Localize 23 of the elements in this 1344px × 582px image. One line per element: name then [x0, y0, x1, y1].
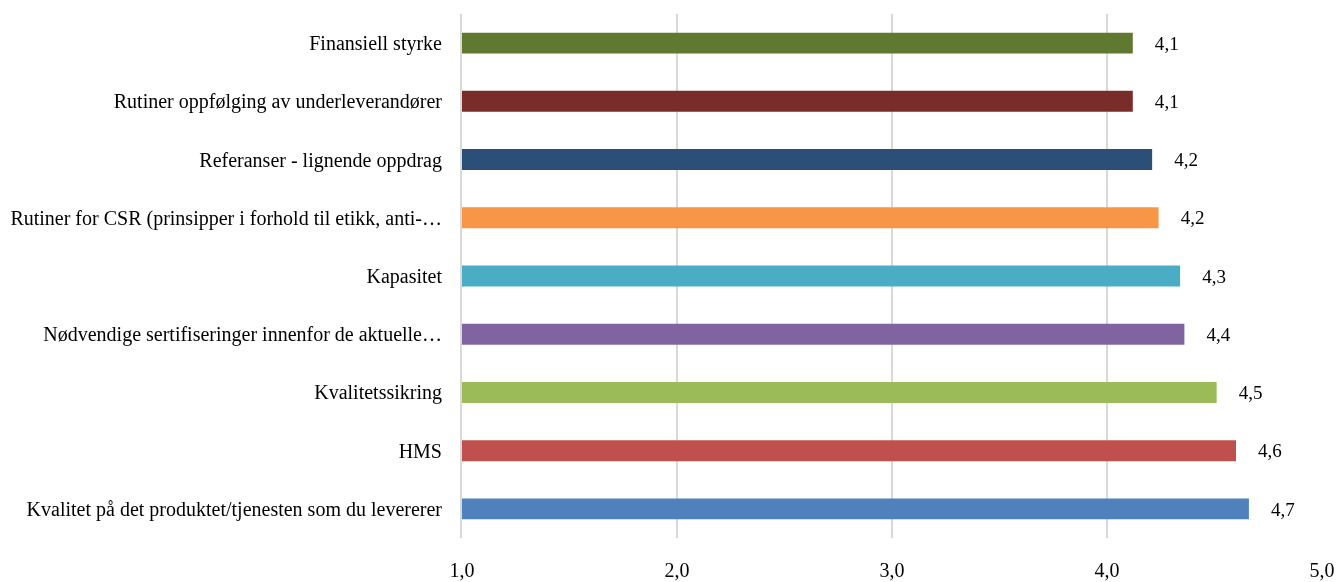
y-tick-label: Nødvendige sertifiseringer innenfor de aktuelle…	[43, 323, 442, 347]
data-label: 4,1	[1135, 32, 1179, 54]
y-tick-label: Referanser - lignende oppdrag	[199, 148, 442, 172]
data-label: 4,7	[1251, 498, 1295, 520]
data-label: 4,2	[1161, 207, 1205, 229]
data-label: 4,6	[1239, 440, 1282, 462]
x-tick-label: 1,0	[449, 559, 475, 581]
y-tick-label: HMS	[398, 439, 442, 462]
x-tick-label: 5,0	[1309, 559, 1335, 581]
y-tick-label: Kvalitetssikring	[314, 381, 442, 405]
y-tick-label: Kapasitet	[366, 265, 443, 288]
y-tick-label: Rutiner oppfølging av underleverandører	[113, 90, 443, 114]
x-tick-label: 4,0	[1094, 559, 1120, 581]
data-label: 4,1	[1135, 91, 1179, 112]
x-tick-label: 3,0	[879, 559, 905, 581]
y-tick-label: Kvalitet på det produktet/tjenesten som du levererer	[26, 497, 443, 521]
data-label: 4,2	[1155, 149, 1199, 171]
data-label: 4,4	[1187, 323, 1231, 345]
data-label: 4,3	[1183, 265, 1226, 287]
y-tick-label: Rutiner for CSR (prinsipper i forhold til etikk, anti-…	[10, 206, 442, 230]
y-tick-label: Finansiell styrke	[309, 32, 443, 56]
data-label: 4,5	[1219, 382, 1263, 404]
x-tick-label: 2,0	[664, 559, 690, 581]
